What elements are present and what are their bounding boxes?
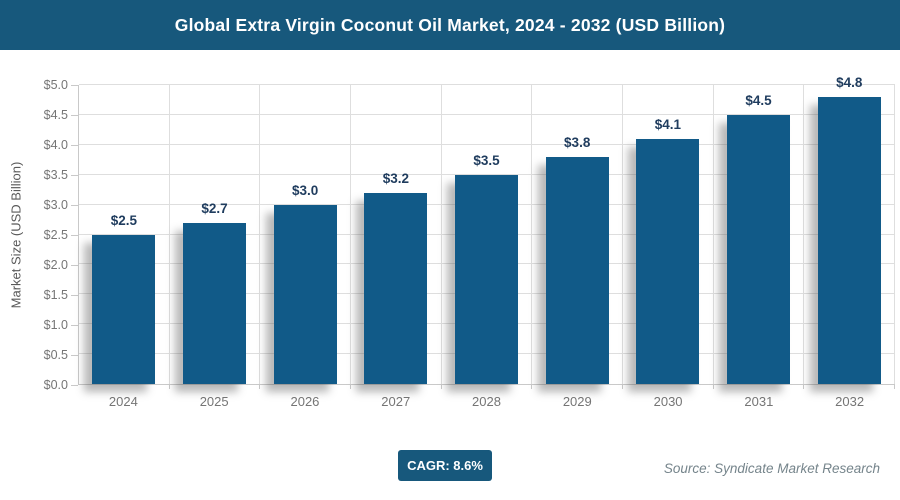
- x-axis-tickmark: [712, 384, 714, 389]
- x-axis-labels: 2024 2025 2026 2027 2028 2029 2030 2031 2032: [78, 394, 895, 409]
- x-axis-tickmark: [803, 384, 805, 389]
- x-axis-label: 2027: [381, 394, 411, 409]
- y-axis-tickmark: [71, 355, 78, 356]
- gridline-horizontal: [79, 143, 895, 145]
- y-axis-tickmark: [71, 115, 78, 116]
- bar-2026: [273, 204, 337, 384]
- bar-value-label: $3.5: [473, 152, 500, 168]
- gridline-horizontal: [79, 113, 895, 115]
- bar-2025: [183, 222, 246, 384]
- chart-title: Global Extra Virgin Coconut Oil Market, …: [174, 14, 726, 35]
- y-axis-tickmark: [71, 325, 78, 326]
- bar-2032: [817, 96, 881, 384]
- bar-column: $3.0: [260, 85, 352, 389]
- y-axis-tick-label: $1.5: [43, 288, 68, 302]
- x-axis-label: 2029: [562, 394, 592, 409]
- plot-area: $2.5 $2.7 $3.0 $3.2 $3.5 $3.8 $4.1 $4.5 $4.8: [78, 75, 896, 389]
- y-axis-tick-label: $4.0: [43, 138, 68, 152]
- bar-2030: [636, 138, 700, 384]
- gridline-horizontal: [79, 84, 895, 85]
- bar-column: $3.8: [532, 85, 624, 389]
- gridline-horizontal: [79, 173, 895, 175]
- bar-column: $2.7: [170, 85, 261, 389]
- x-axis-label: 2026: [290, 394, 320, 409]
- x-axis-tickmark: [531, 384, 533, 389]
- x-axis-tickmark: [168, 384, 170, 389]
- bar-value-label: $4.8: [836, 74, 863, 90]
- bar-value-label: $2.7: [201, 200, 228, 216]
- bar-columns: $2.5 $2.7 $3.0 $3.2 $3.5 $3.8 $4.1 $4.5 $4.8: [79, 75, 896, 389]
- y-axis-labels: $0.0 $0.5 $1.0 $1.5 $2.0 $2.5 $3.0 $3.5 $4.0 $4.5…: [0, 78, 68, 392]
- bar-value-label: $2.5: [110, 212, 137, 228]
- bar-2027: [364, 192, 428, 384]
- bar-value-label: $3.0: [292, 182, 319, 198]
- x-axis-label: 2030: [653, 394, 683, 409]
- x-axis-tickmark: [440, 384, 442, 389]
- y-axis-tick-label: $1.0: [43, 318, 68, 332]
- y-axis-tickmark: [71, 145, 78, 146]
- bar-column: $4.5: [714, 85, 805, 389]
- y-axis-tick-label: $0.0: [43, 378, 68, 392]
- x-axis-tickmark: [894, 384, 896, 389]
- x-axis-label: 2024: [108, 394, 138, 409]
- bar-value-label: $4.5: [745, 92, 772, 108]
- source-text: Source: Syndicate Market Research: [663, 461, 880, 476]
- y-axis-tickmark: [71, 85, 78, 86]
- y-axis-tickmark: [71, 175, 78, 176]
- cagr-badge: CAGR: 8.6%: [398, 450, 492, 481]
- y-axis-tickmark: [71, 235, 78, 236]
- y-axis-tick-label: $5.0: [43, 78, 68, 92]
- bar-column: $3.5: [442, 85, 533, 389]
- x-axis-label: 2025: [199, 394, 229, 409]
- y-axis-tick-label: $2.0: [43, 258, 68, 272]
- y-axis-tickmark: [71, 385, 78, 386]
- x-axis-tickmark: [622, 384, 624, 389]
- y-axis-tick-label: $0.5: [43, 348, 68, 362]
- bar-column: $3.2: [351, 85, 442, 389]
- y-axis-tickmark: [71, 295, 78, 296]
- bar-column: $4.8: [804, 75, 896, 389]
- bar-value-label: $3.2: [382, 170, 409, 186]
- y-axis-tickmark: [71, 265, 78, 266]
- y-axis-tick-label: $2.5: [43, 228, 68, 242]
- bar-value-label: $3.8: [564, 134, 591, 150]
- bar-value-label: $4.1: [654, 116, 681, 132]
- chart-header: Global Extra Virgin Coconut Oil Market, …: [0, 0, 900, 50]
- bar-2031: [727, 114, 790, 384]
- x-axis-tickmark: [350, 384, 352, 389]
- x-axis-label: 2032: [835, 394, 865, 409]
- y-axis-tick-label: $4.5: [43, 108, 68, 122]
- y-axis-tick-label: $3.0: [43, 198, 68, 212]
- x-axis-label: 2031: [744, 394, 774, 409]
- bar-column: $4.1: [623, 85, 714, 389]
- y-axis-tickmark: [71, 205, 78, 206]
- bar-column: $2.5: [79, 85, 170, 389]
- bar-2028: [455, 174, 518, 384]
- x-axis-tickmark: [259, 384, 261, 389]
- y-axis-tick-label: $3.5: [43, 168, 68, 182]
- x-axis-label: 2028: [472, 394, 501, 409]
- bar-2029: [545, 156, 609, 384]
- bar-2024: [92, 234, 156, 384]
